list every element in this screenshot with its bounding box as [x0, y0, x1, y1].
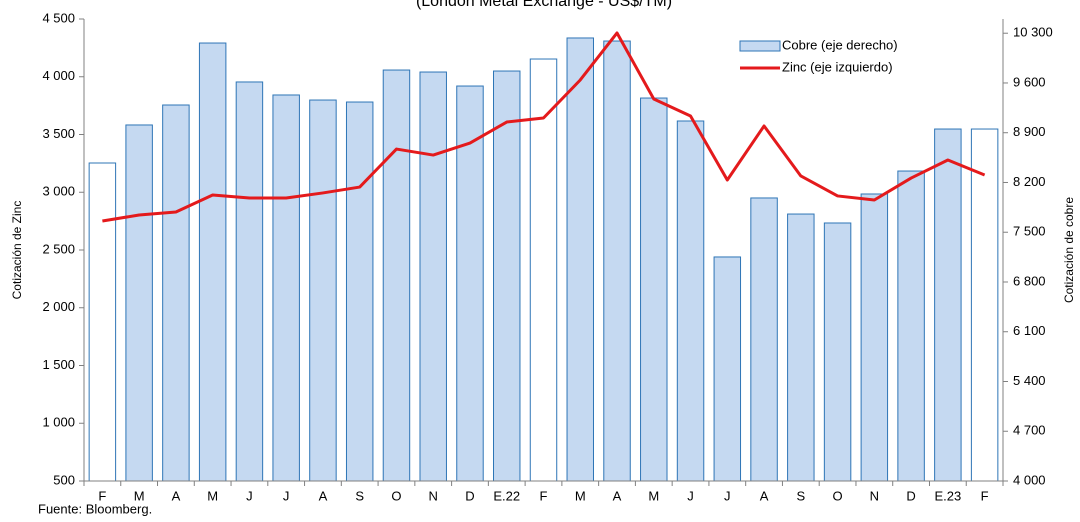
- x-tick-label: J: [724, 488, 731, 503]
- y2-tick-label: 6 100: [1013, 323, 1046, 338]
- y2-tick-label: 5 400: [1013, 373, 1046, 388]
- x-tick-label: S: [355, 488, 364, 503]
- bar: [419, 71, 447, 482]
- x-tick-label: S: [796, 488, 805, 503]
- bar: [970, 128, 999, 482]
- x-tick-label: O: [833, 488, 843, 503]
- x-tick-label: J: [283, 488, 290, 503]
- y2-tick-label: 4 700: [1013, 423, 1046, 438]
- y2-tick-label: 10 300: [1013, 25, 1053, 40]
- x-tick-label: M: [575, 488, 586, 503]
- bar: [566, 37, 594, 482]
- bar: [603, 40, 631, 482]
- y2-tick-label: 6 800: [1013, 273, 1046, 288]
- y-tick-label: 3 000: [42, 184, 75, 199]
- bar: [456, 85, 484, 482]
- chart-title: (London Metal Exchange - US$/TM): [416, 0, 672, 10]
- bar: [529, 58, 558, 482]
- x-tick-label: E.22: [493, 488, 520, 503]
- x-tick-label: N: [870, 488, 879, 503]
- x-tick-label: E.23: [934, 488, 961, 503]
- x-tick-label: A: [613, 488, 622, 503]
- legend-label: Zinc (eje izquierdo): [782, 59, 893, 74]
- bar: [934, 128, 962, 482]
- y2-axis-label: Cotización de cobre: [1062, 197, 1076, 303]
- legend-label: Cobre (eje derecho): [782, 37, 898, 52]
- x-tick-label: F: [98, 488, 106, 503]
- x-tick-label: M: [207, 488, 218, 503]
- y2-tick-label: 4 000: [1013, 472, 1046, 487]
- bar: [750, 197, 778, 482]
- y2-tick-label: 8 200: [1013, 174, 1046, 189]
- bar: [382, 69, 411, 482]
- y-tick-label: 4 000: [42, 68, 75, 83]
- x-tick-label: J: [687, 488, 694, 503]
- x-tick-label: M: [648, 488, 659, 503]
- x-tick-label: D: [906, 488, 915, 503]
- bar: [897, 170, 925, 482]
- legend-swatch: [739, 40, 781, 52]
- bar: [640, 97, 668, 482]
- x-tick-label: A: [319, 488, 328, 503]
- x-tick-label: A: [172, 488, 181, 503]
- y2-tick-label: 8 900: [1013, 124, 1046, 139]
- x-tick-label: O: [391, 488, 401, 503]
- bar: [235, 81, 264, 482]
- bar: [345, 101, 374, 482]
- x-tick-label: M: [134, 488, 145, 503]
- y2-tick-label: 9 600: [1013, 74, 1046, 89]
- x-tick-label: F: [540, 488, 548, 503]
- line: [102, 31, 986, 223]
- x-tick-label: F: [981, 488, 989, 503]
- bar: [787, 213, 815, 482]
- bar: [823, 222, 852, 482]
- source: Fuente: Bloomberg.: [38, 501, 152, 516]
- y2-tick-label: 7 500: [1013, 224, 1046, 239]
- y-tick-label: 4 500: [42, 10, 75, 25]
- x-tick-label: N: [429, 488, 438, 503]
- x-tick-label: A: [760, 488, 769, 503]
- y-tick-label: 1 000: [42, 415, 75, 430]
- y-tick-label: 2 500: [42, 241, 75, 256]
- y-tick-label: 3 500: [42, 126, 75, 141]
- bar: [88, 162, 117, 482]
- bar: [493, 70, 521, 482]
- bar: [860, 193, 889, 482]
- y-axis-label: Cotización de Zinc: [10, 201, 24, 300]
- y-tick-label: 1 500: [42, 357, 75, 372]
- bar: [713, 256, 742, 482]
- bar: [125, 124, 153, 482]
- y-tick-label: 2 000: [42, 299, 75, 314]
- bar: [198, 42, 227, 482]
- x-tick-label: D: [465, 488, 474, 503]
- bar: [309, 99, 337, 482]
- y-tick-label: 500: [53, 472, 75, 487]
- bar: [162, 104, 190, 482]
- x-tick-label: J: [246, 488, 253, 503]
- bar: [272, 94, 300, 482]
- bar: [676, 120, 705, 482]
